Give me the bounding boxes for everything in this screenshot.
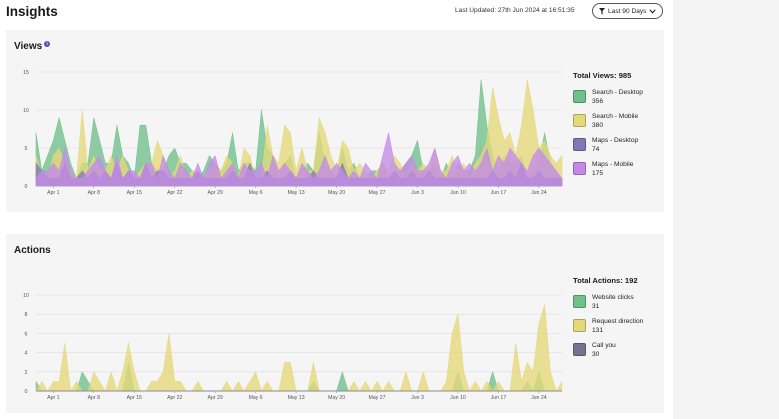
y-tick-label: 8 bbox=[25, 312, 28, 318]
views-legend-item[interactable]: Maps - Desktop 74 bbox=[573, 136, 643, 154]
views-panel: Views i 0 5 10 15 Apr 1 Apr 8 Apr 15 Apr 22 Apr 2… bbox=[6, 30, 664, 212]
x-tick-label: Jun 24 bbox=[531, 190, 547, 196]
y-tick-label: 0 bbox=[25, 184, 28, 190]
last-updated-text: Last Updated: 27th Jun 2024 at 16:51:35 bbox=[455, 7, 575, 14]
x-tick-label: Apr 22 bbox=[167, 190, 182, 196]
views-total: Total Views: 985 bbox=[573, 71, 632, 80]
x-tick-label: Apr 8 bbox=[88, 395, 101, 401]
legend-swatch bbox=[573, 114, 586, 127]
legend-series-total: 380 bbox=[592, 122, 604, 129]
y-tick-label: 15 bbox=[23, 70, 29, 76]
y-tick-label: 0 bbox=[25, 389, 28, 395]
date-range-filter-button[interactable]: Last 90 Days bbox=[592, 3, 663, 19]
legend-series-name: Search - Mobile bbox=[592, 113, 639, 120]
legend-swatch bbox=[573, 319, 586, 332]
legend-swatch bbox=[573, 90, 586, 103]
y-tick-label: 6 bbox=[25, 331, 28, 337]
legend-swatch bbox=[573, 295, 586, 308]
legend-series-total: 31 bbox=[592, 303, 600, 310]
info-icon[interactable]: i bbox=[44, 41, 51, 47]
legend-series-total: 131 bbox=[592, 327, 604, 334]
views-legend-item[interactable]: Maps - Mobile 175 bbox=[573, 160, 643, 178]
x-tick-label: Jun 17 bbox=[491, 190, 507, 196]
x-tick-label: May 20 bbox=[328, 395, 345, 401]
views-legend: Total Views: 985 Search - Desktop 356 Sear… bbox=[573, 71, 643, 184]
legend-series-name: Maps - Mobile bbox=[592, 161, 634, 168]
x-tick-label: Jun 3 bbox=[411, 395, 424, 401]
actions-panel: Actions 0 2 4 6 8 10 Apr 1 Apr 8 Apr 15 Apr 22 Apr… bbox=[6, 234, 664, 413]
legend-series-name: Call you bbox=[592, 342, 616, 349]
x-tick-label: Apr 29 bbox=[208, 395, 223, 401]
legend-series-name: Request direction bbox=[592, 318, 644, 325]
actions-legend-item[interactable]: Website clicks 31 bbox=[573, 293, 643, 311]
actions-legend-item[interactable]: Call you 30 bbox=[573, 341, 643, 359]
right-gutter bbox=[673, 0, 779, 419]
legend-swatch bbox=[573, 343, 586, 356]
x-tick-label: May 27 bbox=[369, 190, 386, 196]
actions-title: Actions bbox=[14, 245, 51, 256]
x-tick-label: May 20 bbox=[328, 190, 345, 196]
y-tick-label: 4 bbox=[25, 351, 28, 357]
actions-total: Total Actions: 192 bbox=[573, 276, 638, 285]
legend-series-name: Maps - Desktop bbox=[592, 137, 639, 144]
x-tick-label: Apr 22 bbox=[167, 395, 182, 401]
legend-series-name: Search - Desktop bbox=[592, 89, 643, 96]
legend-series-total: 356 bbox=[592, 98, 604, 105]
actions-chart: 0 2 4 6 8 10 Apr 1 Apr 8 Apr 15 Apr 22 Apr 29 May 6… bbox=[23, 293, 563, 401]
x-tick-label: May 27 bbox=[369, 395, 386, 401]
actions-legend-item[interactable]: Request direction 131 bbox=[573, 317, 643, 335]
x-tick-label: May 6 bbox=[249, 190, 263, 196]
views-title-text: Views bbox=[14, 41, 43, 52]
x-tick-label: May 13 bbox=[288, 190, 305, 196]
x-tick-label: Jun 10 bbox=[450, 190, 466, 196]
x-tick-label: Apr 15 bbox=[127, 395, 142, 401]
views-chart: 0 5 10 15 Apr 1 Apr 8 Apr 15 Apr 22 Apr 29 May 6 M… bbox=[23, 70, 563, 196]
x-tick-label: Apr 1 bbox=[47, 190, 60, 196]
y-tick-label: 10 bbox=[23, 293, 29, 299]
page-title: Insights bbox=[6, 4, 58, 19]
date-range-label: Last 90 Days bbox=[608, 7, 647, 15]
x-tick-label: Jun 10 bbox=[450, 395, 466, 401]
legend-series-name: Website clicks bbox=[592, 294, 634, 301]
legend-swatch bbox=[573, 162, 586, 175]
x-tick-label: Apr 29 bbox=[208, 190, 223, 196]
x-tick-label: Jun 3 bbox=[411, 190, 424, 196]
x-tick-label: Apr 8 bbox=[88, 190, 101, 196]
x-tick-label: Jun 17 bbox=[491, 395, 507, 401]
x-tick-label: May 6 bbox=[249, 395, 263, 401]
legend-series-total: 74 bbox=[592, 146, 600, 153]
y-tick-label: 5 bbox=[25, 146, 28, 152]
filter-icon bbox=[599, 7, 605, 15]
series-area[interactable] bbox=[35, 132, 563, 187]
y-tick-label: 2 bbox=[25, 370, 28, 376]
y-tick-label: 10 bbox=[23, 108, 29, 114]
x-tick-label: May 13 bbox=[288, 395, 305, 401]
x-tick-label: Apr 15 bbox=[127, 190, 142, 196]
legend-series-total: 30 bbox=[592, 351, 600, 358]
legend-swatch bbox=[573, 138, 586, 151]
x-tick-label: Jun 24 bbox=[531, 395, 547, 401]
views-title: Views i bbox=[14, 41, 51, 52]
x-tick-label: Apr 1 bbox=[47, 395, 60, 401]
series-area[interactable] bbox=[35, 304, 563, 392]
views-legend-item[interactable]: Search - Mobile 380 bbox=[573, 112, 643, 130]
actions-legend: Total Actions: 192 Website clicks 31 Reque… bbox=[573, 276, 643, 365]
views-legend-item[interactable]: Search - Desktop 356 bbox=[573, 88, 643, 106]
legend-series-total: 175 bbox=[592, 170, 604, 177]
chevron-down-icon bbox=[649, 8, 657, 14]
